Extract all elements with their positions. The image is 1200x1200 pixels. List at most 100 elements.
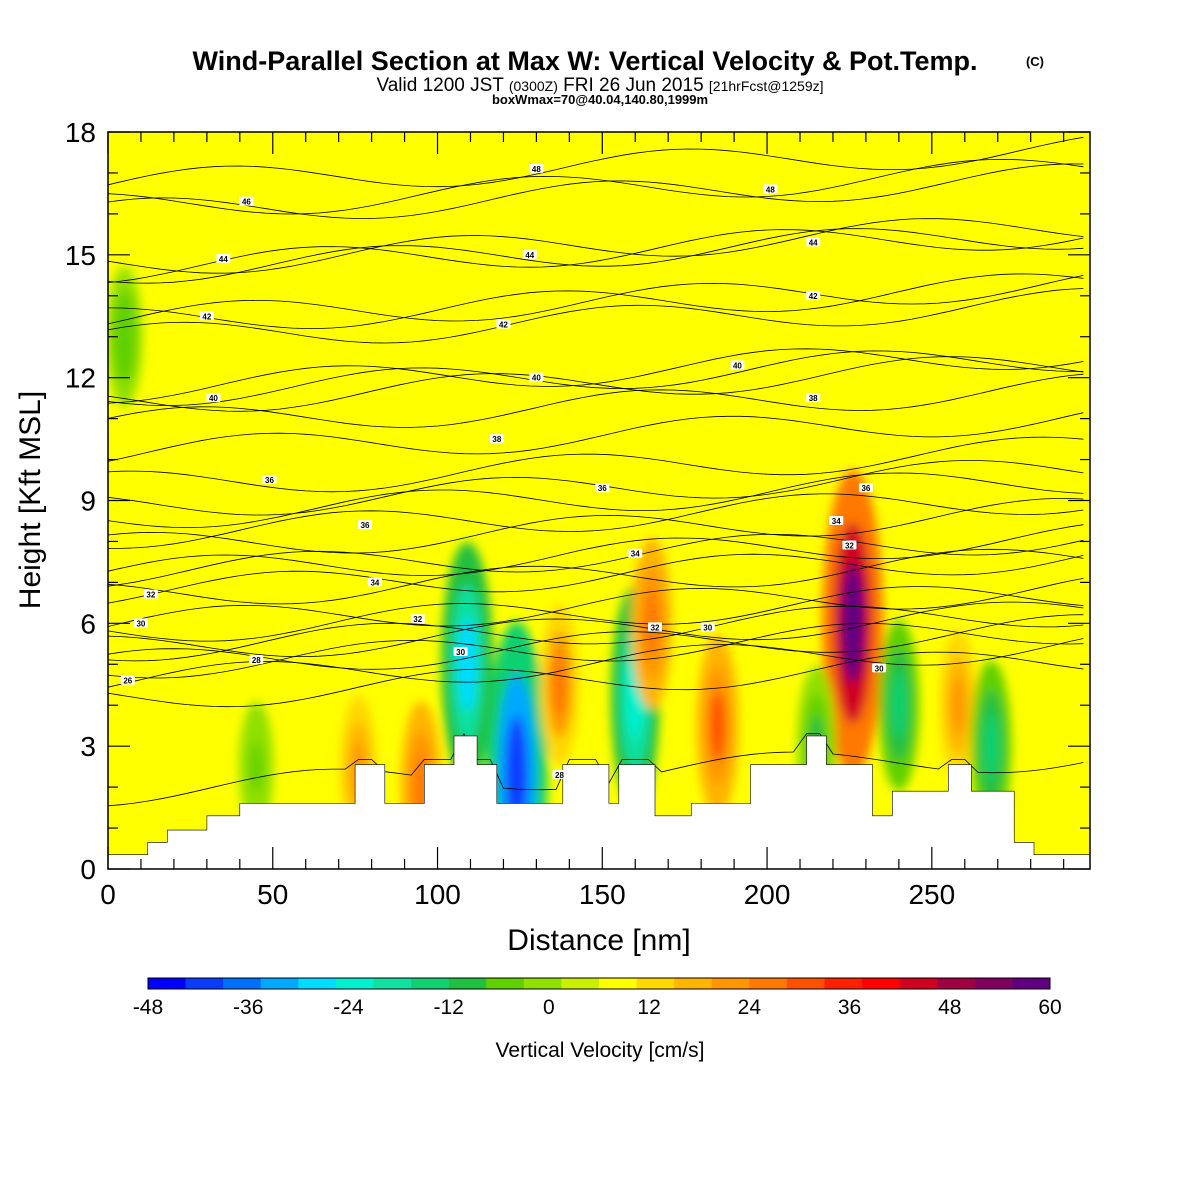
x-tick-label: 0 xyxy=(100,879,116,910)
colorbar-swatch xyxy=(448,978,487,989)
theta-label-text: 34 xyxy=(832,517,841,526)
colorbar-tick-label: 60 xyxy=(1038,996,1061,1019)
theta-label-28: 28 xyxy=(249,655,264,665)
w-core-9 xyxy=(951,676,966,735)
theta-contour-40 xyxy=(108,348,1084,404)
x-tick-label: 200 xyxy=(744,879,791,910)
theta-label-box xyxy=(529,163,544,173)
theta-contour-48 xyxy=(108,136,1084,188)
valid-utc: (0300Z) xyxy=(509,78,558,94)
theta-contour-34 xyxy=(108,498,1084,554)
theta-label-text: 30 xyxy=(875,664,884,673)
theta-label-text: 44 xyxy=(219,255,228,264)
theta-contour-36 xyxy=(108,493,1084,549)
theta-label-30: 30 xyxy=(133,618,148,628)
y-tick-label: 3 xyxy=(80,731,96,762)
theta-label-box xyxy=(806,237,821,247)
colorbar-tick-label: -48 xyxy=(133,996,163,1019)
theta-label-box xyxy=(120,675,135,685)
y-tick-label: 0 xyxy=(80,854,96,885)
w-core-6 xyxy=(552,653,567,716)
colorbar-tick-label: -36 xyxy=(233,996,263,1019)
colorbar-swatch xyxy=(561,978,600,989)
theta-label-text: 32 xyxy=(651,623,660,632)
theta-label-46: 46 xyxy=(239,196,254,207)
colorbar-tick-label: 12 xyxy=(637,996,660,1019)
theta-label-text: 32 xyxy=(413,615,422,624)
theta-contour-34 xyxy=(108,524,1084,577)
forecast-info: [21hrFcst@1259z] xyxy=(709,78,824,94)
theta-label-32: 32 xyxy=(648,622,663,632)
theta-label-box xyxy=(133,618,148,628)
y-tick-label: 18 xyxy=(65,117,96,148)
colorbar-swatch xyxy=(260,978,299,989)
theta-label-text: 42 xyxy=(202,312,211,321)
theta-label-box xyxy=(249,655,264,665)
valid-label: Valid 1200 JST xyxy=(376,75,504,96)
theta-label-text: 28 xyxy=(555,771,564,780)
colorbar-swatch xyxy=(899,978,938,989)
colorbar-swatch xyxy=(148,978,186,989)
theta-label-box xyxy=(453,646,468,656)
theta-label-box xyxy=(529,372,544,382)
theta-label-box xyxy=(806,290,821,300)
colorbar-swatch xyxy=(523,978,562,989)
colorbar-swatch xyxy=(636,978,675,989)
y-tick-label: 15 xyxy=(65,240,96,271)
theta-label-text: 46 xyxy=(242,198,251,207)
theta-label-text: 34 xyxy=(631,550,640,559)
y-tick-label: 12 xyxy=(65,363,96,394)
theta-label-box xyxy=(730,360,745,370)
theta-contour-30 xyxy=(108,578,1084,627)
theta-label-box xyxy=(552,769,567,779)
theta-label-42: 42 xyxy=(496,319,511,329)
theta-label-box xyxy=(489,434,504,444)
theta-label-box xyxy=(595,483,610,493)
w-core-11 xyxy=(891,672,907,739)
colorbar-swatch xyxy=(185,978,224,989)
theta-label-box xyxy=(199,311,214,321)
theta-contour-36 xyxy=(108,436,1084,493)
theta-label-text: 40 xyxy=(733,361,742,370)
colorbar-title: Vertical Velocity [cm/s] xyxy=(496,1039,705,1062)
theta-label-44: 44 xyxy=(216,253,231,264)
theta-label-28: 28 xyxy=(552,769,567,780)
theta-label-text: 38 xyxy=(809,394,818,403)
theta-label-text: 38 xyxy=(492,435,501,444)
theta-label-30: 30 xyxy=(453,646,468,657)
theta-label-38: 38 xyxy=(489,434,504,444)
theta-label-box xyxy=(806,393,821,403)
colorbar-swatch xyxy=(862,978,900,989)
theta-label-34: 34 xyxy=(829,515,844,526)
theta-contour-32 xyxy=(108,534,1084,587)
theta-label-text: 48 xyxy=(766,185,775,194)
theta-label-box xyxy=(522,249,537,259)
theta-label-42: 42 xyxy=(806,290,821,301)
theta-label-box xyxy=(872,663,887,673)
colorbar-swatch xyxy=(749,978,788,989)
colorbar-tick-label: 36 xyxy=(838,996,861,1019)
valid-time-line: Valid 1200 JST (0300Z) FRI 26 Jun 2015 [… xyxy=(376,75,823,96)
box-wmax-info: boxWmax=70@40.04,140.80,1999m xyxy=(492,92,708,107)
theta-label-box xyxy=(358,520,373,530)
colorbar-swatch xyxy=(1012,978,1051,989)
theta-contour-44 xyxy=(108,218,1084,274)
theta-label-36: 36 xyxy=(262,475,277,485)
colorbar-swatch xyxy=(786,978,825,989)
theta-label-40: 40 xyxy=(206,393,221,403)
theta-label-text: 36 xyxy=(361,521,370,530)
colorbar-swatch xyxy=(298,978,337,989)
theta-label-26: 26 xyxy=(120,675,135,686)
theta-label-box xyxy=(628,548,643,558)
theta-label-text: 34 xyxy=(370,578,379,587)
theta-contour-32 xyxy=(108,548,1084,605)
theta-label-30: 30 xyxy=(872,663,887,673)
colorbar-swatch xyxy=(599,978,637,989)
x-tick-label: 100 xyxy=(414,879,461,910)
w-core-14 xyxy=(117,309,132,364)
theta-label-32: 32 xyxy=(842,540,857,551)
colorbar-frame xyxy=(147,977,1051,990)
theta-contour-44 xyxy=(108,229,1084,283)
